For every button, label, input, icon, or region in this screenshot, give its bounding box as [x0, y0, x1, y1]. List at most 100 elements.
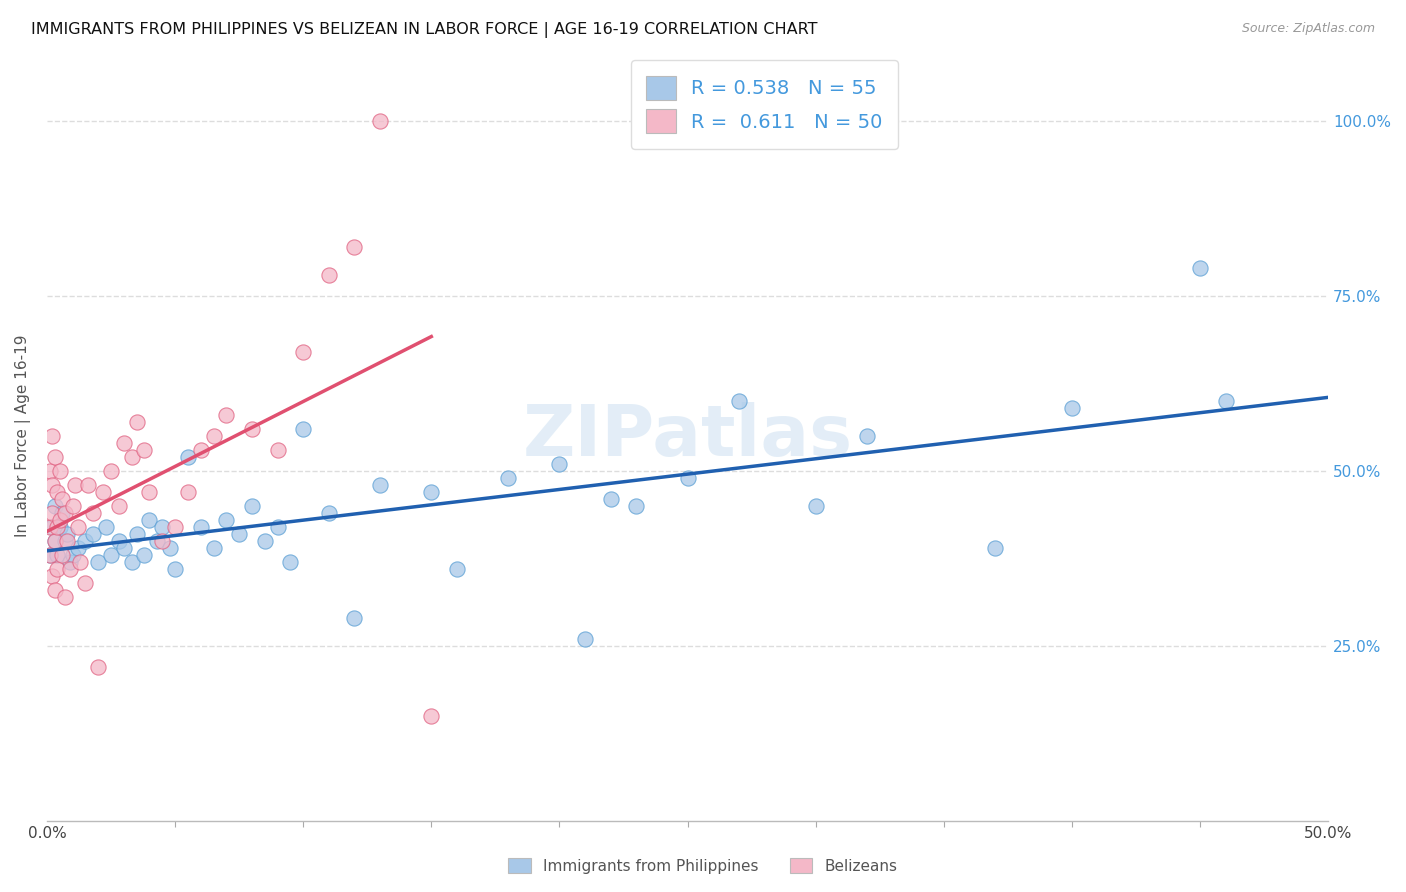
Point — [41, 520, 63, 534]
Point — [41, 506, 63, 520]
Point — [44, 534, 66, 549]
Point — [41, 478, 63, 492]
Point — [150, 520, 173, 534]
Point — [49, 520, 72, 534]
Point — [856, 429, 879, 443]
Point — [177, 485, 200, 500]
Point — [496, 471, 519, 485]
Text: ZIPatlas: ZIPatlas — [523, 401, 852, 471]
Point — [125, 527, 148, 541]
Point — [165, 520, 187, 534]
Point — [69, 555, 91, 569]
Point — [574, 632, 596, 647]
Point — [343, 611, 366, 625]
Point — [318, 506, 340, 520]
Point — [676, 471, 699, 485]
Point — [804, 499, 827, 513]
Y-axis label: In Labor Force | Age 16-19: In Labor Force | Age 16-19 — [15, 334, 31, 537]
Point — [77, 478, 100, 492]
Point — [548, 457, 571, 471]
Point — [159, 541, 181, 556]
Point — [280, 555, 302, 569]
Point — [112, 436, 135, 450]
Point — [446, 562, 468, 576]
Point — [138, 485, 160, 500]
Point — [51, 506, 73, 520]
Point — [49, 464, 72, 478]
Point — [202, 429, 225, 443]
Point — [44, 499, 66, 513]
Point — [46, 485, 69, 500]
Point — [165, 562, 187, 576]
Point — [38, 520, 60, 534]
Point — [626, 499, 648, 513]
Point — [46, 562, 69, 576]
Point — [121, 450, 143, 464]
Point — [56, 527, 79, 541]
Point — [56, 534, 79, 549]
Point — [87, 555, 110, 569]
Point — [93, 485, 115, 500]
Point — [75, 534, 97, 549]
Point — [343, 240, 366, 254]
Point — [59, 555, 82, 569]
Point — [240, 499, 263, 513]
Point — [215, 408, 238, 422]
Point — [138, 513, 160, 527]
Point — [62, 548, 84, 562]
Point — [1189, 260, 1212, 275]
Point — [46, 520, 69, 534]
Point — [51, 548, 73, 562]
Point — [266, 520, 288, 534]
Point — [82, 527, 104, 541]
Point — [59, 562, 82, 576]
Point — [420, 709, 443, 723]
Point — [292, 422, 315, 436]
Point — [53, 534, 76, 549]
Point — [87, 660, 110, 674]
Point — [49, 513, 72, 527]
Point — [107, 534, 129, 549]
Point — [368, 478, 391, 492]
Point — [368, 113, 391, 128]
Point — [266, 443, 288, 458]
Point — [41, 429, 63, 443]
Text: Source: ZipAtlas.com: Source: ZipAtlas.com — [1241, 22, 1375, 36]
Point — [94, 520, 117, 534]
Point — [51, 492, 73, 507]
Point — [202, 541, 225, 556]
Point — [100, 464, 122, 478]
Point — [44, 583, 66, 598]
Point — [63, 478, 86, 492]
Point — [53, 506, 76, 520]
Point — [112, 541, 135, 556]
Point — [599, 492, 621, 507]
Point — [66, 541, 89, 556]
Point — [38, 548, 60, 562]
Point — [984, 541, 1007, 556]
Point — [190, 443, 212, 458]
Point — [62, 499, 84, 513]
Point — [100, 548, 122, 562]
Point — [134, 443, 156, 458]
Point — [727, 394, 749, 409]
Point — [41, 569, 63, 583]
Point — [215, 513, 238, 527]
Point — [228, 527, 250, 541]
Point — [1060, 401, 1083, 415]
Point — [190, 520, 212, 534]
Legend: R = 0.538   N = 55, R =  0.611   N = 50: R = 0.538 N = 55, R = 0.611 N = 50 — [631, 61, 898, 149]
Point — [53, 591, 76, 605]
Point — [121, 555, 143, 569]
Point — [75, 576, 97, 591]
Point — [253, 534, 276, 549]
Point — [66, 520, 89, 534]
Point — [44, 450, 66, 464]
Point — [240, 422, 263, 436]
Legend: Immigrants from Philippines, Belizeans: Immigrants from Philippines, Belizeans — [502, 852, 904, 880]
Point — [292, 345, 315, 359]
Point — [44, 534, 66, 549]
Point — [318, 268, 340, 282]
Point — [46, 548, 69, 562]
Point — [125, 415, 148, 429]
